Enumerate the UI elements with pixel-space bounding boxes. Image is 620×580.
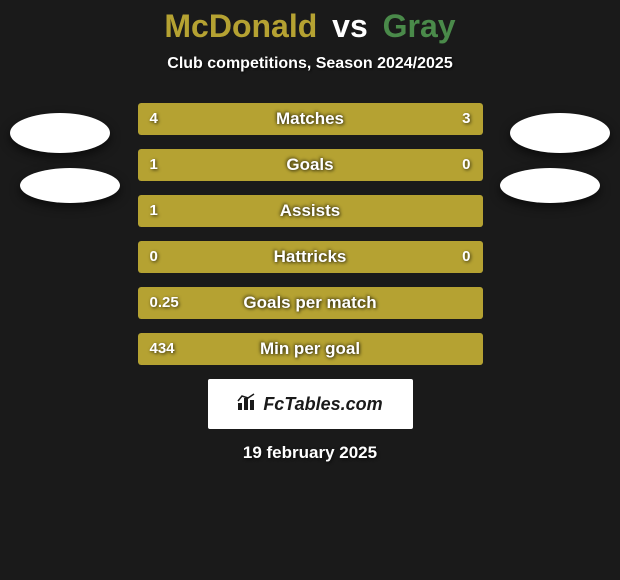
chart-icon: [237, 393, 259, 416]
logo-label: FcTables.com: [263, 394, 382, 415]
title-vs: vs: [332, 8, 368, 44]
stat-label: Assists: [138, 195, 483, 227]
chart-area: Matches43Goals10Assists1Hattricks00Goals…: [0, 103, 620, 365]
title: McDonald vs Gray: [0, 8, 620, 45]
date-label: 19 february 2025: [0, 443, 620, 463]
stat-row: Min per goal434: [138, 333, 483, 365]
stat-label: Min per goal: [138, 333, 483, 365]
stat-row: Hattricks0 0: [138, 241, 483, 273]
stat-value-right: 0: [462, 241, 470, 273]
subtitle: Club competitions, Season 2024/2025: [0, 55, 620, 73]
bars-list: Matches43Goals10Assists1Hattricks00Goals…: [138, 103, 483, 365]
stat-label: Hattricks: [138, 241, 483, 273]
stat-value-left: 1: [150, 149, 158, 181]
stat-row: Goals per match0.25: [138, 287, 483, 319]
logo-text: FcTables.com: [237, 393, 382, 416]
stat-label: Matches: [138, 103, 483, 135]
stat-value-right: 3: [462, 103, 470, 135]
stat-value-left: 4: [150, 103, 158, 135]
stat-row: Assists1: [138, 195, 483, 227]
stat-value-left: 1: [150, 195, 158, 227]
stat-value-right: 0: [462, 149, 470, 181]
player-avatar-left-2: [20, 168, 120, 203]
stat-label: Goals: [138, 149, 483, 181]
stat-value-left: 0.25: [150, 287, 179, 319]
player-avatar-right-1: [510, 113, 610, 153]
stat-row: Goals1 0: [138, 149, 483, 181]
logo-box: FcTables.com: [208, 379, 413, 429]
player-avatar-left-1: [10, 113, 110, 153]
player-avatar-right-2: [500, 168, 600, 203]
stat-value-left: 434: [150, 333, 175, 365]
stat-label: Goals per match: [138, 287, 483, 319]
stat-value-left: 0: [150, 241, 158, 273]
comparison-container: McDonald vs Gray Club competitions, Seas…: [0, 0, 620, 580]
stat-row: Matches4 3: [138, 103, 483, 135]
title-left-player: McDonald: [164, 8, 317, 44]
title-right-player: Gray: [383, 8, 456, 44]
